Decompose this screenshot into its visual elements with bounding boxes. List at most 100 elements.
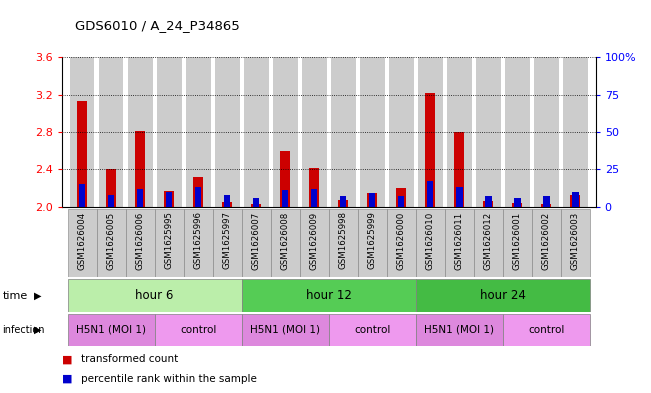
Bar <box>503 314 590 346</box>
Bar <box>224 195 230 207</box>
Bar <box>563 57 588 207</box>
Bar <box>242 279 416 312</box>
Text: percentile rank within the sample: percentile rank within the sample <box>81 374 257 384</box>
Bar <box>387 209 416 277</box>
Bar <box>242 314 329 346</box>
Bar <box>572 192 579 207</box>
Bar <box>273 57 298 207</box>
Bar <box>358 209 387 277</box>
Bar <box>157 57 182 207</box>
Bar <box>186 57 210 207</box>
Bar <box>570 195 581 207</box>
Bar <box>561 209 590 277</box>
Bar <box>164 191 174 207</box>
Bar <box>512 203 522 207</box>
Text: GSM1626011: GSM1626011 <box>455 211 464 270</box>
Bar <box>135 131 145 207</box>
Text: transformed count: transformed count <box>81 354 178 364</box>
Text: GSM1625995: GSM1625995 <box>165 211 174 270</box>
Bar <box>155 209 184 277</box>
Bar <box>193 177 203 207</box>
Bar <box>251 204 261 207</box>
Text: GSM1626009: GSM1626009 <box>310 211 319 270</box>
Bar <box>369 193 376 207</box>
Bar <box>77 101 87 207</box>
Bar <box>338 200 348 207</box>
Bar <box>543 196 549 207</box>
Text: GSM1626002: GSM1626002 <box>542 211 551 270</box>
Bar <box>474 209 503 277</box>
Bar <box>137 189 143 207</box>
Text: hour 12: hour 12 <box>306 289 352 302</box>
Bar <box>416 209 445 277</box>
Text: H5N1 (MOI 1): H5N1 (MOI 1) <box>250 325 320 335</box>
Bar <box>213 209 242 277</box>
Bar <box>70 57 94 207</box>
Bar <box>367 193 378 207</box>
Bar <box>454 132 464 207</box>
Text: GSM1626012: GSM1626012 <box>484 211 493 270</box>
Text: control: control <box>354 325 391 335</box>
Bar <box>244 57 269 207</box>
Bar <box>331 57 355 207</box>
Bar <box>108 195 115 207</box>
Bar <box>68 314 155 346</box>
Bar <box>280 151 290 207</box>
Bar <box>96 209 126 277</box>
Bar <box>195 187 201 207</box>
Text: GDS6010 / A_24_P34865: GDS6010 / A_24_P34865 <box>75 19 240 32</box>
Text: control: control <box>180 325 216 335</box>
Bar <box>329 314 416 346</box>
Bar <box>128 57 152 207</box>
Bar <box>68 209 96 277</box>
Text: GSM1626007: GSM1626007 <box>252 211 260 270</box>
Text: GSM1626010: GSM1626010 <box>426 211 435 270</box>
Bar <box>99 57 124 207</box>
Text: ■: ■ <box>62 374 72 384</box>
Bar <box>106 169 117 207</box>
Text: GSM1626006: GSM1626006 <box>135 211 145 270</box>
Bar <box>427 181 434 207</box>
Bar <box>485 196 492 207</box>
Bar <box>215 57 240 207</box>
Bar <box>166 192 173 207</box>
Bar <box>505 57 530 207</box>
Text: H5N1 (MOI 1): H5N1 (MOI 1) <box>424 325 494 335</box>
Bar <box>503 209 532 277</box>
Bar <box>425 93 436 207</box>
Bar <box>309 169 320 207</box>
Bar <box>299 209 329 277</box>
Bar <box>456 187 462 207</box>
Bar <box>418 57 443 207</box>
Bar <box>302 57 327 207</box>
Bar <box>184 209 213 277</box>
Bar <box>311 189 318 207</box>
Bar <box>514 198 521 207</box>
Bar <box>532 209 561 277</box>
Text: GSM1625997: GSM1625997 <box>223 211 232 270</box>
Text: GSM1626000: GSM1626000 <box>397 211 406 270</box>
Bar <box>222 202 232 207</box>
Bar <box>447 57 471 207</box>
Text: infection: infection <box>3 325 45 335</box>
Bar <box>340 196 346 207</box>
Text: GSM1625999: GSM1625999 <box>368 211 377 269</box>
Text: GSM1626008: GSM1626008 <box>281 211 290 270</box>
Bar <box>416 314 503 346</box>
Text: ▶: ▶ <box>34 290 42 301</box>
Text: GSM1626004: GSM1626004 <box>77 211 87 270</box>
Text: H5N1 (MOI 1): H5N1 (MOI 1) <box>76 325 146 335</box>
Bar <box>155 314 242 346</box>
Bar <box>253 198 259 207</box>
Bar <box>398 196 404 207</box>
Bar <box>126 209 155 277</box>
Text: GSM1626001: GSM1626001 <box>513 211 522 270</box>
Bar <box>242 209 271 277</box>
Text: hour 24: hour 24 <box>480 289 526 302</box>
Text: GSM1626003: GSM1626003 <box>571 211 580 270</box>
Bar <box>329 209 358 277</box>
Text: ■: ■ <box>62 354 72 364</box>
Bar <box>271 209 299 277</box>
Bar <box>541 204 551 207</box>
Bar <box>282 190 288 207</box>
